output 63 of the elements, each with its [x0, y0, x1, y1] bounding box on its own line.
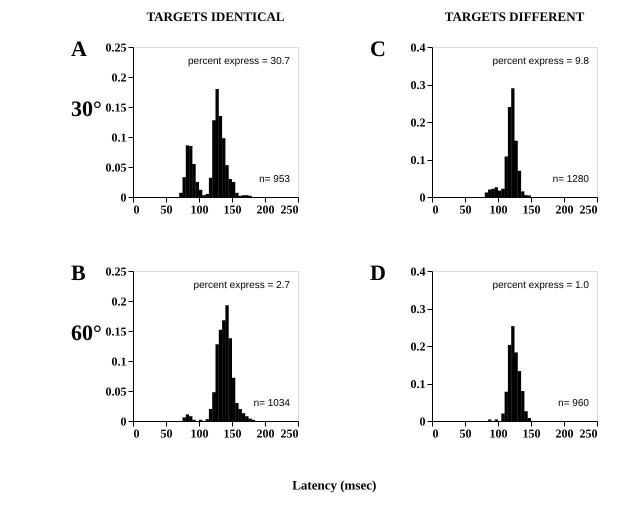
y-tick-label: 0.2 [112, 70, 126, 84]
x-tick-label: 200 [256, 202, 274, 216]
x-tick-label: 100 [490, 202, 508, 216]
y-tick-label: 0.15 [106, 324, 126, 338]
y-tick-label: 0.25 [106, 40, 126, 54]
x-tick-label: 200 [556, 202, 574, 216]
y-tick-label: 0.1 [410, 377, 426, 391]
y-tick-label: 0.2 [410, 340, 426, 354]
chart-subtitle: TARGETS DIFFERENT [444, 9, 585, 24]
y-tick-label: 0.05 [106, 384, 126, 398]
y-tick-label: 0.1 [410, 153, 426, 167]
y-axis-title: 30° [71, 96, 102, 121]
y-tick-label: 0.3 [410, 302, 426, 316]
x-tick-label: 50 [460, 426, 472, 440]
x-tick-label: 0 [134, 426, 140, 440]
y-tick-label: 0.25 [106, 264, 126, 278]
y-tick-label: 0 [420, 190, 426, 204]
x-tick-label: 150 [522, 202, 540, 216]
x-tick-label: 100 [490, 426, 508, 440]
chart-title: B [71, 260, 86, 285]
x-tick-label: 250 [280, 426, 298, 440]
chart-title: A [71, 36, 87, 61]
y-tick-label: 0.05 [106, 160, 126, 174]
y-tick-label: 0 [120, 414, 126, 428]
annotation: n= 1280 [552, 174, 590, 185]
x-tick-label: 250 [280, 202, 298, 216]
x-tick-label: 50 [460, 202, 472, 216]
annotation: percent express = 2.7 [194, 280, 290, 291]
y-tick-label: 0.2 [410, 116, 426, 130]
chart-title: D [370, 260, 386, 285]
annotation: n= 960 [558, 398, 590, 409]
x-axis-title: Latency (msec) [292, 478, 376, 492]
x-tick-label: 150 [522, 426, 540, 440]
annotation: percent express = 30.7 [188, 56, 290, 67]
x-tick-label: 50 [160, 426, 172, 440]
x-tick-label: 250 [580, 426, 598, 440]
x-tick-label: 50 [160, 202, 172, 216]
annotation: percent express = 1.0 [492, 280, 590, 291]
x-tick-label: 0 [432, 202, 438, 216]
x-tick-label: 250 [580, 202, 598, 216]
y-tick-label: 0.15 [106, 100, 126, 114]
y-tick-label: 0.1 [112, 354, 126, 368]
y-axis-title: 60° [71, 320, 102, 345]
annotation: n= 1034 [254, 398, 290, 409]
x-tick-label: 100 [190, 426, 208, 440]
x-tick-label: 0 [432, 426, 438, 440]
annotation: percent express = 9.8 [492, 56, 590, 67]
chart-title: C [370, 36, 386, 61]
y-tick-label: 0.4 [410, 40, 426, 54]
y-tick-label: 0.1 [112, 130, 126, 144]
annotation: n= 953 [259, 174, 290, 185]
chart-subtitle: TARGETS IDENTICAL [146, 9, 285, 24]
x-tick-label: 150 [224, 426, 242, 440]
y-tick-label: 0 [120, 190, 126, 204]
x-tick-label: 200 [556, 426, 574, 440]
y-tick-label: 0 [420, 414, 426, 428]
y-tick-label: 0.2 [112, 294, 126, 308]
x-tick-label: 0 [134, 202, 140, 216]
x-tick-label: 100 [190, 202, 208, 216]
y-tick-label: 0.4 [410, 264, 426, 278]
x-tick-label: 150 [224, 202, 242, 216]
y-tick-label: 0.3 [410, 78, 426, 92]
x-tick-label: 200 [256, 426, 274, 440]
